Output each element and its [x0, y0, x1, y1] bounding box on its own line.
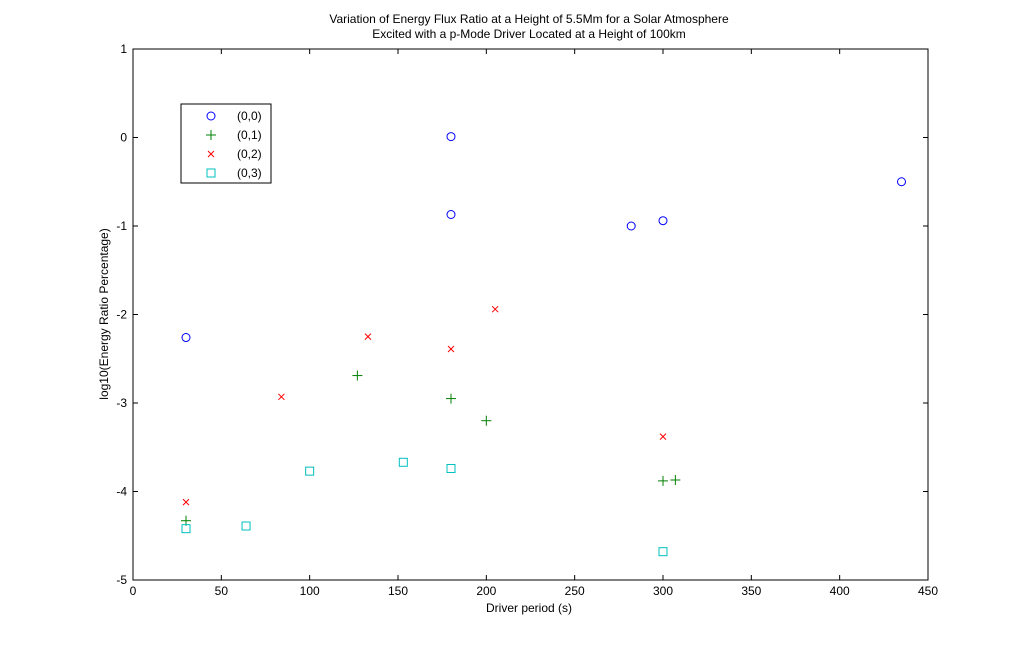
data-point-series-2	[364, 333, 372, 340]
data-point-series-1	[658, 475, 668, 486]
y-tick-label: 1	[120, 42, 127, 56]
data-point-series-0	[446, 132, 456, 142]
x-tick-label: 400	[830, 584, 850, 598]
data-point-series-0	[446, 209, 456, 219]
x-tick-label: 0	[130, 584, 137, 598]
data-point-series-2	[659, 433, 667, 440]
data-point-series-3	[446, 463, 456, 473]
y-tick-label: 0	[120, 131, 127, 145]
data-point-series-3	[181, 524, 191, 534]
y-axis-label: log10(Energy Ratio Percentage)	[97, 228, 111, 399]
data-point-series-0	[658, 216, 668, 226]
x-tick-label: 300	[653, 584, 673, 598]
data-point-series-2	[278, 393, 285, 401]
x-tick-label: 50	[215, 584, 229, 598]
data-point-series-0	[897, 177, 906, 187]
x-tick-label: 100	[300, 584, 320, 598]
x-axis-label: Driver period (s)	[486, 601, 572, 615]
legend-marker-1	[206, 130, 216, 140]
data-point-series-3	[398, 457, 408, 467]
data-point-series-1	[181, 515, 191, 526]
data-point-series-3	[658, 547, 668, 557]
data-point-series-1	[481, 415, 492, 426]
y-tick-label: -1	[116, 219, 127, 233]
data-point-series-1	[670, 474, 681, 485]
x-tick-label: 350	[741, 584, 761, 598]
chart-title: Variation of Energy Flux Ratio at a Heig…	[329, 12, 729, 26]
data-point-series-3	[241, 521, 251, 531]
legend-label: (0,0)	[237, 109, 262, 123]
data-points	[181, 132, 906, 557]
legend-box	[180, 103, 272, 184]
y-tick-label: -2	[116, 308, 127, 322]
legend-label: (0,1)	[237, 128, 262, 142]
x-tick-label: 250	[565, 584, 585, 598]
legend-label: (0,3)	[237, 166, 262, 180]
data-point-series-1	[352, 370, 363, 381]
legend-marker-3	[206, 168, 216, 178]
data-point-series-0	[626, 221, 636, 231]
data-point-series-2	[491, 305, 499, 313]
data-point-series-0	[181, 333, 191, 343]
x-tick-label: 200	[476, 584, 496, 598]
legend-label: (0,2)	[237, 147, 262, 161]
legend-marker-2	[207, 150, 215, 158]
y-tick-label: -3	[116, 396, 127, 410]
data-point-series-3	[305, 466, 315, 476]
chart-subtitle: Excited with a p-Mode Driver Located at …	[372, 27, 686, 41]
y-tick-label: -4	[116, 485, 127, 499]
data-point-series-2	[182, 498, 190, 506]
x-tick-label: 150	[388, 584, 408, 598]
data-point-series-2	[447, 345, 455, 353]
x-tick-label: 450	[918, 584, 938, 598]
y-tick-label: -5	[116, 573, 127, 587]
legend: (0,0) (0,1) (0,2) (0,3)	[180, 103, 272, 184]
legend-items: (0,0) (0,1) (0,2) (0,3)	[206, 109, 262, 180]
x-axis: 0 50 100 150 200 250 300 350 400 450	[130, 49, 938, 598]
data-point-series-1	[446, 393, 456, 404]
y-axis: -5 -4 -3 -2 -1 0 1	[116, 42, 928, 587]
legend-marker-0	[206, 111, 216, 121]
